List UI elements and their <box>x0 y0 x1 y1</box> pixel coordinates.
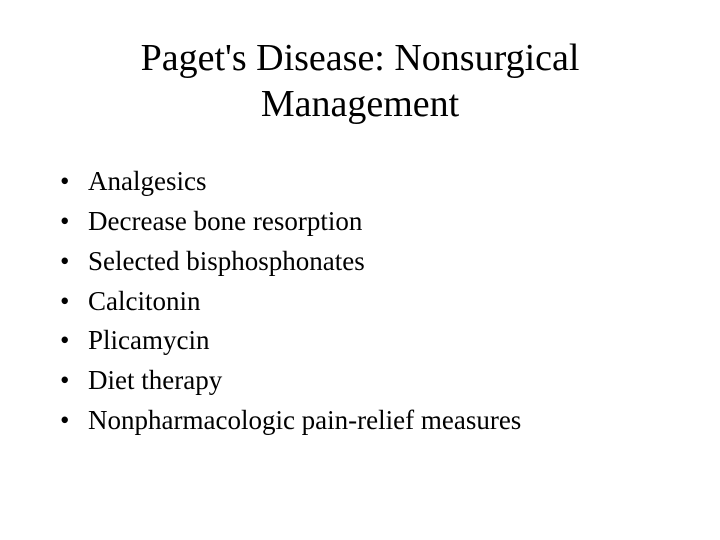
bullet-text: Selected bisphosphonates <box>88 243 670 281</box>
bullet-icon: • <box>60 322 88 360</box>
list-item: • Nonpharmacologic pain-relief measures <box>60 402 670 440</box>
list-item: • Calcitonin <box>60 283 670 321</box>
bullet-icon: • <box>60 362 88 400</box>
list-item: • Plicamycin <box>60 322 670 360</box>
list-item: • Selected bisphosphonates <box>60 243 670 281</box>
list-item: • Analgesics <box>60 163 670 201</box>
list-item: • Decrease bone resorption <box>60 203 670 241</box>
bullet-text: Analgesics <box>88 163 670 201</box>
bullet-text: Diet therapy <box>88 362 670 400</box>
bullet-text: Plicamycin <box>88 322 670 360</box>
bullet-icon: • <box>60 402 88 440</box>
bullet-text: Calcitonin <box>88 283 670 321</box>
list-item: • Diet therapy <box>60 362 670 400</box>
bullet-text: Decrease bone resorption <box>88 203 670 241</box>
bullet-icon: • <box>60 163 88 201</box>
bullet-list: • Analgesics • Decrease bone resorption … <box>50 163 670 440</box>
bullet-icon: • <box>60 203 88 241</box>
slide-title: Paget's Disease: Nonsurgical Management <box>50 36 670 127</box>
bullet-icon: • <box>60 243 88 281</box>
bullet-icon: • <box>60 283 88 321</box>
bullet-text: Nonpharmacologic pain-relief measures <box>88 402 670 440</box>
